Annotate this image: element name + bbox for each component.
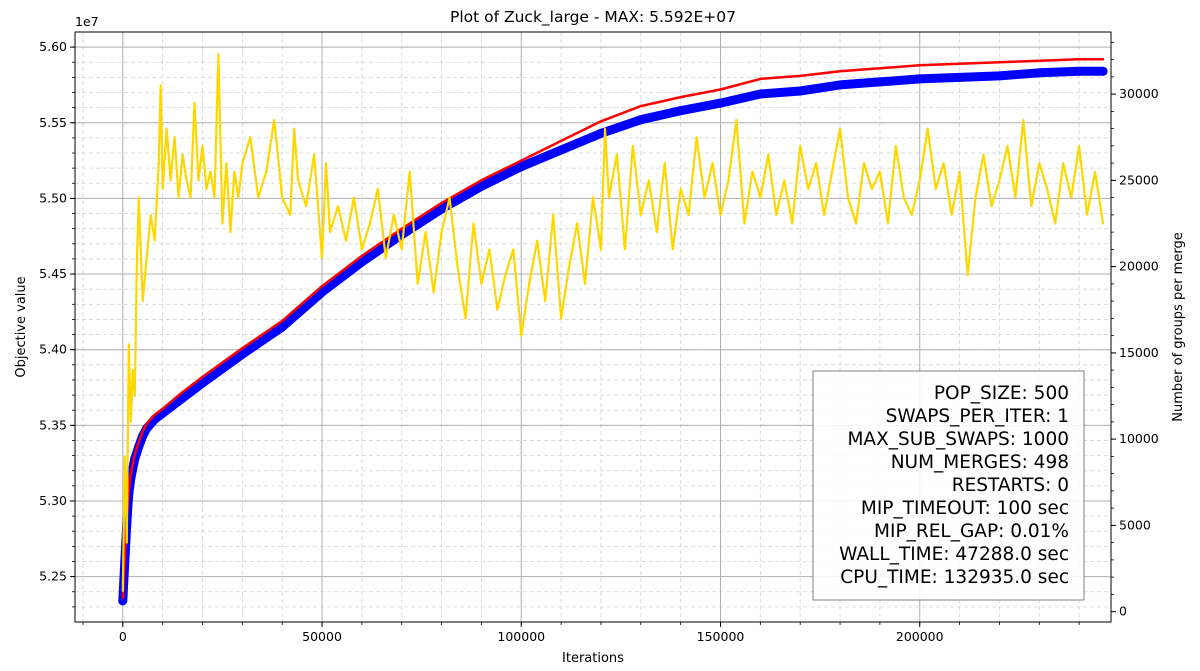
series-line bbox=[121, 57, 1105, 600]
y2-tick-label: 20000 bbox=[1119, 259, 1159, 274]
info-max-sub-swaps: MAX_SUB_SWAPS: 1000 bbox=[847, 429, 1069, 450]
y2-tick-label: 5000 bbox=[1119, 517, 1151, 532]
series-point bbox=[955, 72, 965, 82]
series-point bbox=[277, 322, 287, 332]
x-tick-label: 0 bbox=[119, 629, 127, 644]
series-point bbox=[636, 115, 646, 125]
groups-per-merge-series bbox=[121, 53, 1105, 593]
info-box: POP_SIZE: 500 SWAPS_PER_ITER: 1 MAX_SUB_… bbox=[812, 370, 1085, 601]
x-tick-label: 150000 bbox=[697, 629, 745, 644]
info-wall-time: WALL_TIME: 47288.0 sec bbox=[839, 544, 1069, 565]
info-pop-size: POP_SIZE: 500 bbox=[934, 383, 1069, 404]
series-point bbox=[596, 128, 606, 138]
x-tick-label: 200000 bbox=[896, 629, 944, 644]
series-point bbox=[795, 86, 805, 96]
y-tick-label: 5.40 bbox=[39, 342, 67, 357]
series-point bbox=[556, 145, 566, 155]
series-point bbox=[835, 80, 845, 90]
series-point bbox=[676, 106, 686, 116]
series-point bbox=[317, 287, 327, 297]
info-swaps-per-iter: SWAPS_PER_ITER: 1 bbox=[886, 406, 1069, 427]
series-point bbox=[1098, 66, 1108, 76]
chart-title: Plot of Zuck_large - MAX: 5.592E+07 bbox=[450, 8, 736, 27]
series-point bbox=[994, 71, 1004, 81]
y2-tick-label: 10000 bbox=[1119, 431, 1159, 446]
series-point bbox=[716, 98, 726, 108]
series-point bbox=[755, 89, 765, 99]
series-point bbox=[198, 378, 208, 388]
y-tick-label: 5.55 bbox=[39, 115, 67, 130]
series-point bbox=[516, 162, 526, 172]
y2-axis-label: Number of groups per merge bbox=[1171, 232, 1186, 421]
x-tick-label: 50000 bbox=[302, 629, 342, 644]
info-mip-timeout: MIP_TIMEOUT: 100 sec bbox=[861, 498, 1069, 519]
y-tick-label: 5.60 bbox=[39, 39, 67, 54]
info-mip-rel-gap: MIP_REL_GAP: 0.01% bbox=[874, 521, 1069, 542]
series-point bbox=[915, 74, 925, 84]
plot-frame bbox=[74, 31, 1112, 623]
info-restarts: RESTARTS: 0 bbox=[952, 475, 1069, 496]
series-point bbox=[357, 257, 367, 267]
y-tick-label: 5.45 bbox=[39, 266, 67, 281]
info-num-merges: NUM_MERGES: 498 bbox=[891, 452, 1069, 473]
series-point bbox=[1074, 66, 1084, 76]
y-tick-label: 5.35 bbox=[39, 417, 67, 432]
y2-tick-label: 0 bbox=[1119, 604, 1127, 619]
series-point bbox=[437, 204, 447, 214]
info-box-frame bbox=[812, 370, 1085, 601]
series-point bbox=[237, 349, 247, 359]
y2-tick-label: 15000 bbox=[1119, 345, 1159, 360]
series-point bbox=[476, 181, 486, 191]
info-cpu-time: CPU_TIME: 132935.0 sec bbox=[840, 567, 1069, 588]
y-tick-label: 5.50 bbox=[39, 190, 67, 205]
y-axis-label: Objective value bbox=[14, 276, 29, 377]
x-tick-label: 100000 bbox=[497, 629, 545, 644]
y-tick-label: 5.25 bbox=[39, 569, 67, 584]
y2-tick-label: 30000 bbox=[1119, 86, 1159, 101]
y-tick-label: 5.30 bbox=[39, 493, 67, 508]
x-axis-label: Iterations bbox=[562, 651, 624, 666]
y-offset-label: 1e7 bbox=[75, 14, 99, 29]
series-point bbox=[178, 393, 188, 403]
axis-ticks: 5.255.305.355.405.455.505.555.600 50000 10… bbox=[39, 39, 1159, 644]
series-point bbox=[118, 596, 128, 606]
series-point bbox=[875, 77, 885, 87]
series-point bbox=[1034, 68, 1044, 78]
series-line bbox=[121, 53, 1105, 593]
y2-tick-label: 25000 bbox=[1119, 172, 1159, 187]
